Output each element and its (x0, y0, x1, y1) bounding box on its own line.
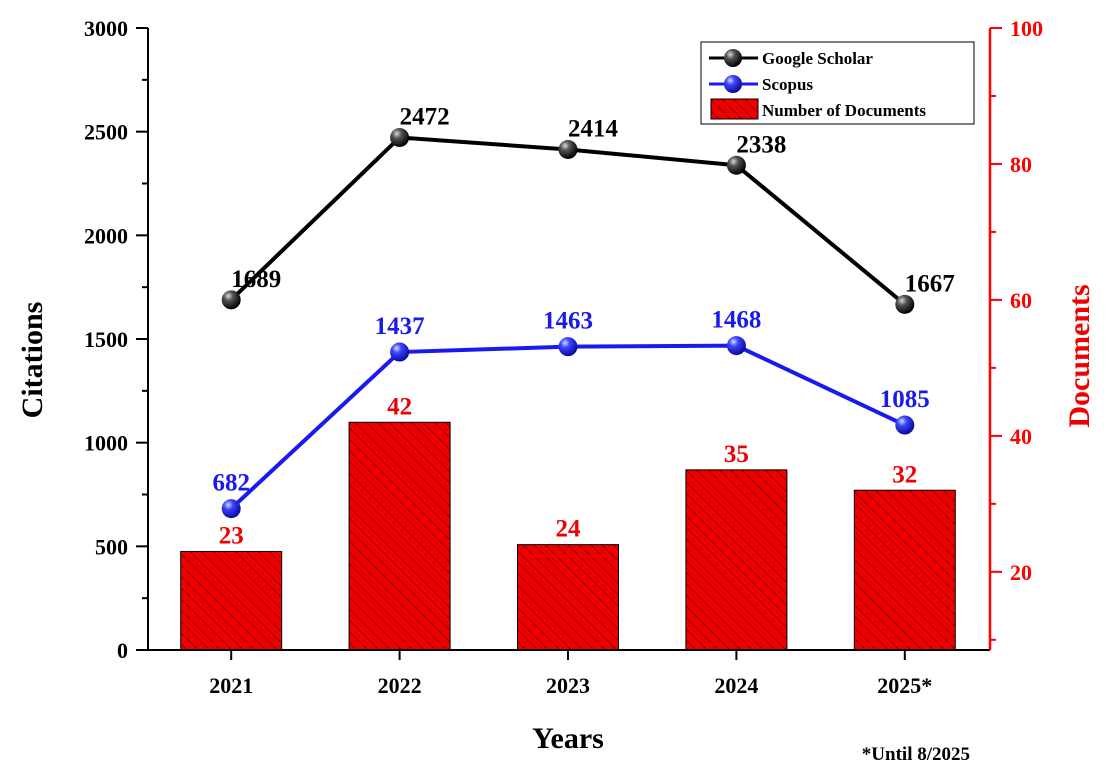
bar-documents-2023 (517, 544, 619, 651)
marker-google-scholar-2024 (726, 155, 746, 175)
y-left-tick-label-500: 500 (95, 534, 128, 559)
y-right-tick-label-40: 40 (1010, 424, 1032, 449)
data-label-documents-2025: 32 (892, 461, 917, 488)
y-right-tick-label-60: 60 (1010, 288, 1032, 313)
data-label-google-scholar-2024: 2338 (736, 131, 786, 158)
marker-google-scholar-2025 (895, 294, 915, 314)
x-tick-label-2023: 2023 (546, 673, 590, 698)
line-scopus (229, 343, 906, 511)
y-right-tick-label-80: 80 (1010, 152, 1032, 177)
bar-documents-2025 (853, 489, 956, 651)
data-labels-layer: 23 42 24 35 32 1689 2472 2414 2338 1667 682 1437 146… (212, 103, 954, 549)
y-left-tick-label-2000: 2000 (84, 223, 128, 248)
data-label-scopus-2023: 1463 (543, 308, 593, 335)
y-right-tick-label-100: 100 (1010, 16, 1043, 41)
legend-label-scopus: Scopus (762, 75, 813, 94)
marker-scopus-2023 (558, 337, 578, 357)
footnote: *Until 8/2025 (862, 744, 970, 765)
marker-scopus-2025 (895, 415, 915, 435)
bar-documents-2022 (348, 421, 451, 651)
data-label-scopus-2022: 1437 (375, 313, 425, 340)
data-label-google-scholar-2021: 1689 (231, 266, 281, 293)
bar-documents-2024 (685, 469, 788, 651)
marker-google-scholar-2023 (558, 139, 578, 159)
legend-swatch-google-scholar-marker (724, 49, 742, 67)
legend-label-documents: Number of Documents (762, 101, 926, 120)
data-label-google-scholar-2025: 1667 (905, 270, 955, 297)
data-label-scopus-2021: 682 (212, 470, 250, 497)
legend: Google Scholar Scopus Number of Document… (700, 41, 975, 125)
data-label-google-scholar-2022: 2472 (400, 103, 450, 130)
y-left-tick-label-0: 0 (117, 638, 128, 663)
y-left-tick-label-3000: 3000 (84, 16, 128, 41)
x-tick-label-2021: 2021 (209, 673, 253, 698)
x-tick-label-2024: 2024 (714, 673, 758, 698)
marker-scopus-2022 (390, 342, 410, 362)
axes-layer: 0 500 1000 1500 2000 2500 3000 20 40 60 80 100 2021 2… (84, 16, 1043, 698)
data-label-scopus-2025: 1085 (880, 386, 930, 413)
lines-layer (221, 127, 915, 519)
y-axis-left-title: Citations (16, 302, 49, 419)
data-label-documents-2022: 42 (387, 393, 412, 420)
data-label-documents-2021: 23 (219, 522, 244, 549)
legend-swatch-documents (710, 98, 759, 120)
legend-label-google-scholar: Google Scholar (762, 49, 873, 68)
x-tick-label-2022: 2022 (378, 673, 422, 698)
data-label-documents-2024: 35 (724, 441, 749, 468)
data-label-scopus-2024: 1468 (711, 307, 761, 334)
y-left-tick-label-2500: 2500 (84, 120, 128, 145)
marker-scopus-2021 (221, 499, 241, 519)
bar-documents-2021 (180, 550, 283, 651)
y-axis-right-title: Documents (1063, 284, 1096, 427)
line-google-scholar (229, 135, 907, 306)
y-left-tick-label-1500: 1500 (84, 327, 128, 352)
marker-google-scholar-2021 (221, 290, 241, 310)
data-label-documents-2023: 24 (556, 516, 582, 543)
marker-google-scholar-2022 (390, 127, 410, 147)
bars-layer (180, 421, 956, 651)
data-label-google-scholar-2023: 2414 (568, 115, 619, 142)
x-tick-label-2025: 2025* (877, 673, 932, 698)
legend-swatch-scopus-marker (724, 75, 742, 93)
y-right-tick-label-20: 20 (1010, 560, 1032, 585)
y-left-tick-label-1000: 1000 (84, 431, 128, 456)
x-axis-title: Years (532, 722, 604, 755)
marker-scopus-2024 (726, 336, 746, 356)
